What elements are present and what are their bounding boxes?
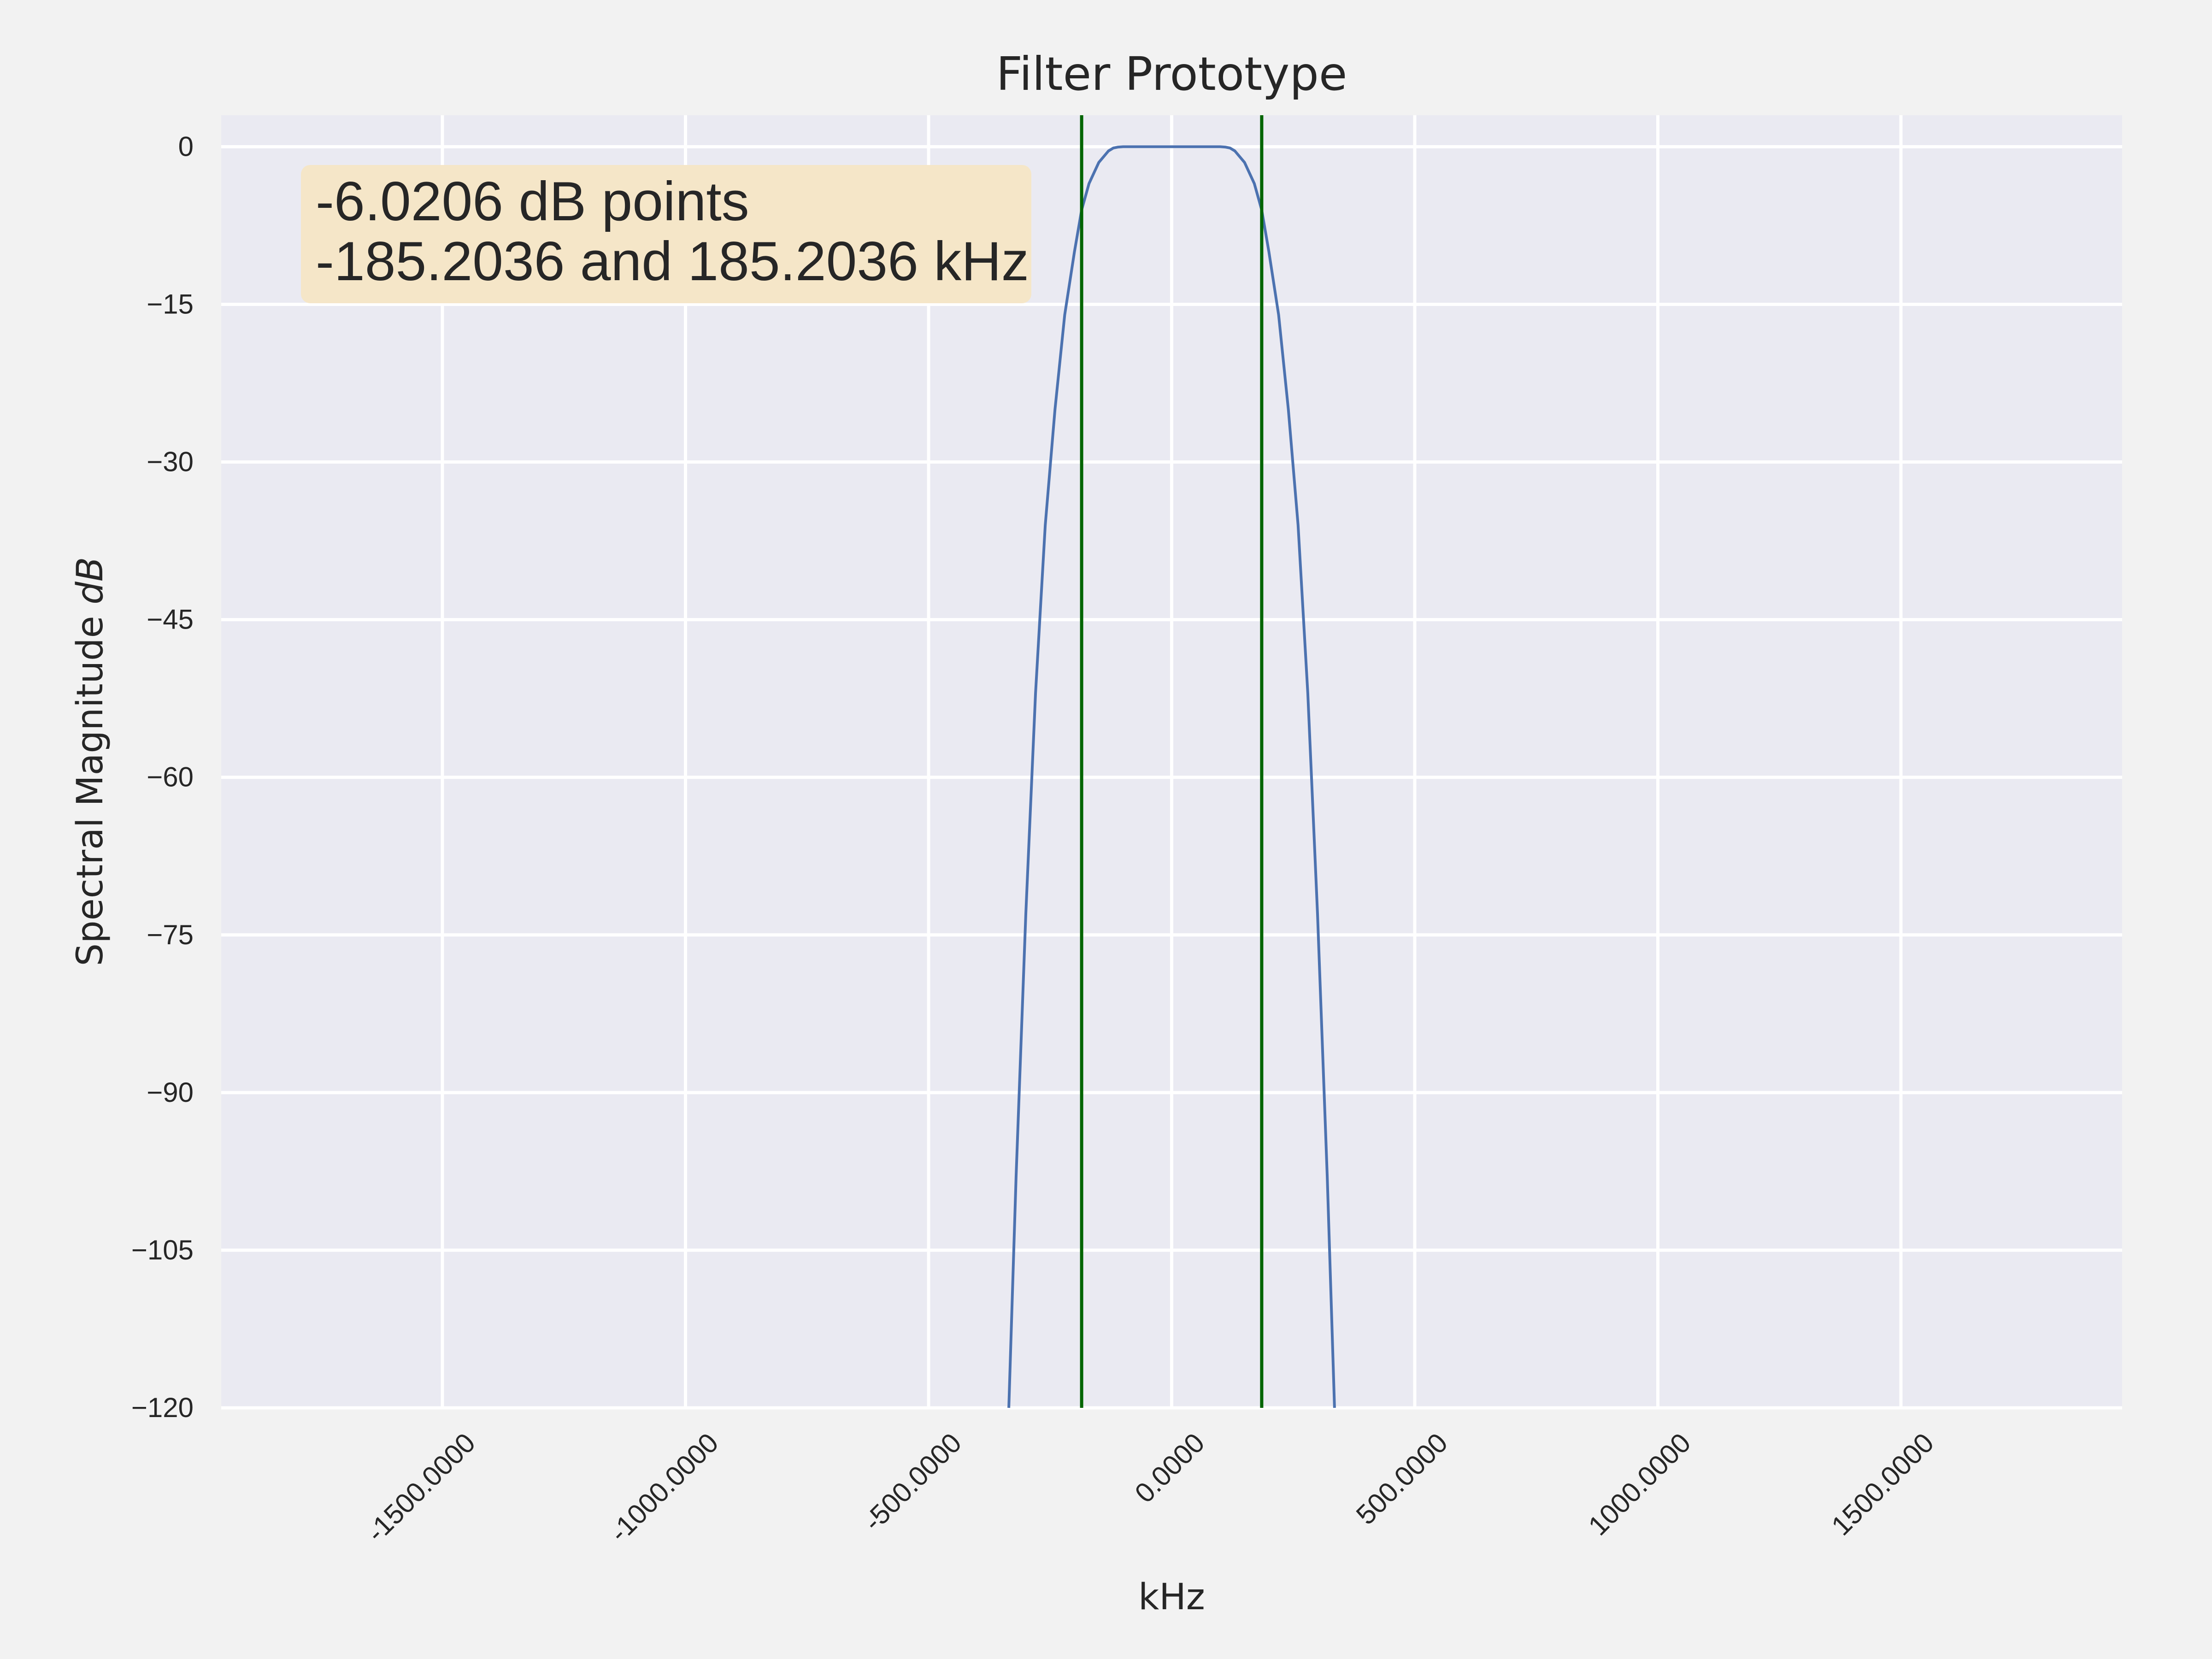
y-axis-label-unit: dB (70, 557, 111, 605)
chart-title: Filter Prototype (996, 47, 1347, 101)
series-layer (1007, 145, 1336, 1408)
y-axis-label-text: Spectral Magnitude (70, 616, 111, 966)
x-axis-label: kHz (1138, 1577, 1205, 1618)
vline-layer (1080, 115, 1264, 1408)
y-tick-label: 0 (178, 131, 194, 162)
y-tick-label: −90 (147, 1077, 194, 1108)
annotation-background (301, 165, 1031, 303)
y-tick-label: −105 (131, 1235, 194, 1265)
y-axis-ticks: 0 −15 −30 −45 −60 −75 −90 −105 −120 (131, 131, 194, 1423)
y-tick-label: −30 (147, 447, 194, 477)
y-tick-label: −15 (147, 288, 194, 319)
annotation-line-2: -185.2036 and 185.2036 kHz (316, 230, 1029, 292)
annotation-line-1: -6.0206 dB points (316, 171, 749, 232)
annotation-box: -6.0206 dB points -185.2036 and 185.2036… (301, 165, 1031, 303)
series-line (1007, 145, 1336, 1408)
y-tick-label: −120 (131, 1392, 194, 1423)
y-tick-label: −75 (147, 919, 194, 950)
y-axis-label: Spectral Magnitude dB (70, 557, 111, 966)
y-tick-label: −60 (147, 762, 194, 793)
y-tick-label: −45 (147, 604, 194, 635)
